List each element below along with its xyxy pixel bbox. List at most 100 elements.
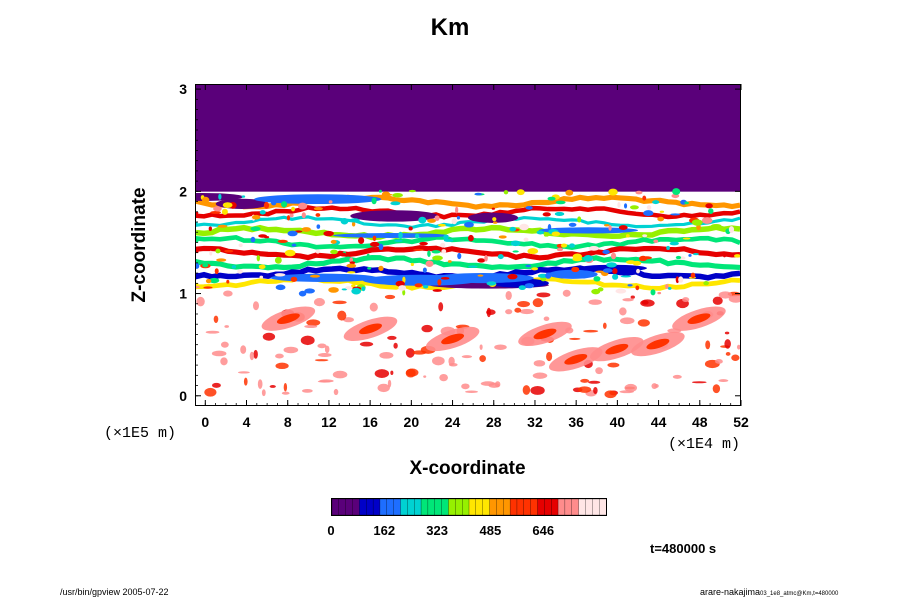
turbulence-speckle	[378, 189, 382, 193]
lower-patch	[546, 351, 553, 362]
lower-patch	[514, 307, 522, 313]
lower-patch	[224, 325, 229, 328]
turbulence-speckle	[238, 243, 243, 248]
turbulence-speckle	[378, 265, 384, 272]
turbulence-speckle	[349, 257, 354, 263]
turbulence-speckle	[297, 202, 308, 210]
lower-patch	[577, 386, 592, 393]
x-tick-label: 12	[321, 414, 337, 430]
turbulence-speckle	[518, 285, 526, 291]
turbulence-speckle	[205, 278, 212, 284]
lower-patch	[630, 295, 635, 299]
colorbar-cell	[551, 498, 559, 516]
colorbar-cell	[557, 498, 566, 516]
lower-patch	[438, 302, 444, 312]
lower-patch	[736, 344, 740, 350]
turbulence-speckle	[642, 195, 647, 201]
turbulence-speckle	[408, 189, 416, 193]
turbulence-speckle	[394, 239, 403, 242]
turbulence-speckle	[366, 253, 370, 259]
upper-uniform-region	[196, 85, 740, 192]
lower-patch	[269, 385, 276, 388]
turbulence-speckle	[536, 230, 545, 235]
turbulence-speckle	[349, 261, 356, 265]
turbulence-speckle	[231, 265, 237, 269]
x-tick-label: 52	[733, 414, 749, 430]
footer-left: /usr/bin/gpview 2005-07-22	[60, 587, 169, 597]
turbulence-speckle	[556, 247, 564, 252]
lower-patch	[461, 355, 473, 359]
turbulence-speckle	[659, 210, 665, 213]
colorbar-cell	[414, 498, 422, 516]
turbulence-speckle	[678, 276, 684, 283]
turbulence-speckle	[632, 260, 642, 266]
turbulence-speckle	[330, 249, 338, 255]
turbulence-speckle	[525, 264, 532, 268]
turbulence-speckle	[241, 195, 246, 198]
turbulence-speckle	[443, 238, 454, 242]
lower-patch	[532, 298, 544, 308]
lower-patch	[517, 301, 530, 308]
turbulence-speckle	[277, 239, 288, 243]
x-tick-label: 32	[527, 414, 543, 430]
colorbar-cell	[585, 498, 593, 516]
turbulence-speckle	[345, 286, 353, 290]
turbulence-speckle	[464, 221, 474, 228]
turbulence-speckle	[214, 268, 219, 275]
turbulence-speckle	[427, 250, 431, 258]
turbulence-speckle	[358, 237, 365, 244]
lower-patch	[237, 371, 250, 374]
lower-patch	[543, 316, 550, 322]
lower-patch	[384, 294, 396, 300]
colorbar-cell	[441, 498, 450, 516]
turbulence-speckle	[361, 286, 366, 292]
lower-patch	[281, 391, 290, 395]
turbulence-speckle	[298, 290, 307, 297]
turbulence-speckle	[347, 271, 356, 274]
turbulence-core	[350, 210, 438, 222]
colorbar-cell	[523, 498, 532, 516]
turbulence-speckle	[315, 213, 321, 217]
turbulence-speckle	[593, 276, 601, 282]
turbulence-speckle	[432, 255, 443, 261]
turbulence-speckle	[722, 251, 727, 258]
turbulence-speckle	[710, 223, 722, 228]
colorbar-tick-label: 646	[532, 523, 555, 538]
colorbar-cell	[537, 498, 545, 516]
turbulence-speckle	[217, 224, 228, 228]
lower-patch	[205, 330, 220, 334]
turbulence-speckle	[542, 212, 551, 217]
colorbar-cell	[503, 498, 511, 516]
colorbar-cell	[489, 498, 498, 516]
turbulence-speckle	[422, 267, 427, 273]
turbulence-speckle	[701, 217, 713, 224]
turbulence-speckle	[636, 268, 640, 274]
colorbar-cell	[571, 498, 580, 516]
turbulence-speckle	[491, 207, 495, 210]
turbulence-speckle	[378, 243, 384, 251]
lower-patch	[604, 390, 617, 399]
turbulence-speckle	[690, 272, 696, 279]
lower-patch	[324, 345, 330, 354]
lower-patch	[607, 362, 620, 368]
colorbar-cell	[352, 498, 361, 516]
turbulence-speckle	[734, 254, 740, 258]
colorbar-cell	[592, 498, 600, 516]
lower-patch	[337, 310, 347, 321]
turbulence-speckle	[667, 286, 672, 290]
turbulence-speckle	[287, 230, 298, 237]
turbulence-speckle	[708, 208, 714, 214]
turbulence-speckle	[301, 227, 311, 232]
turbulence-speckle	[425, 260, 434, 267]
turbulence-core	[538, 227, 639, 234]
turbulence-speckle	[602, 268, 613, 273]
turbulence-speckle	[213, 206, 222, 212]
turbulence-speckle	[309, 274, 320, 278]
turbulence-speckle	[620, 275, 632, 278]
turbulence-speckle	[612, 268, 618, 275]
colorbar-cell	[427, 498, 436, 516]
turbulence-speckle	[474, 192, 482, 196]
lower-patch	[283, 382, 288, 392]
turbulence-speckle	[201, 196, 210, 204]
